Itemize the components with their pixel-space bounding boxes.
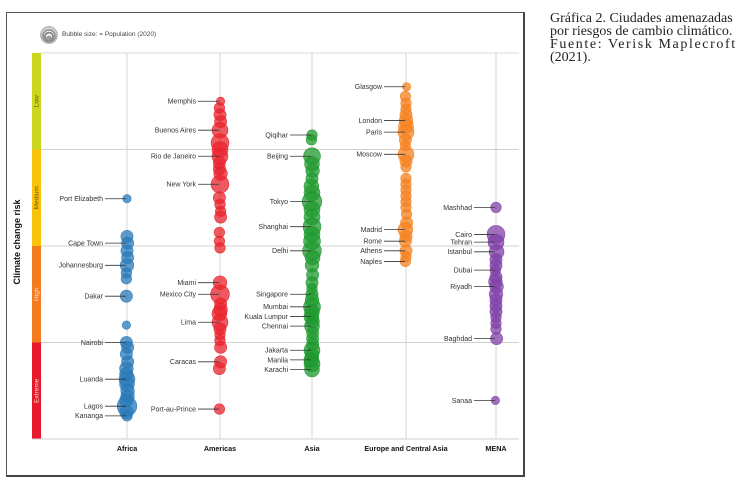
city-labels: Port Elizabeth Cape Town Johannesburg Dakar…	[59, 84, 495, 420]
figure-caption: Gráfica 2. Ciudades amenazadas por riesg…	[550, 11, 746, 65]
city-label-tokyo: Tokyo	[270, 199, 288, 206]
city-label-mexico-city: Mexico City	[160, 292, 197, 299]
city-label-tehran: Tehran	[451, 240, 473, 247]
city-label-glasgow: Glasgow	[355, 84, 383, 91]
bubble	[214, 297, 228, 311]
city-label-johannesburg: Johannesburg	[59, 263, 103, 270]
bubble	[121, 355, 135, 369]
caption-line-2: por riesgos de cambio climático.	[550, 24, 733, 39]
bubble	[214, 115, 228, 128]
bubble	[214, 334, 226, 347]
risk-band-high	[32, 246, 41, 343]
bubble-size-icon	[40, 26, 58, 44]
caption-line-4: (2021).	[550, 50, 591, 65]
city-label-new-york: New York	[166, 182, 196, 189]
city-label-cairo: Cairo	[455, 232, 472, 239]
city-label-lagos: Lagos	[84, 404, 104, 411]
city-label-moscow: Moscow	[356, 152, 383, 159]
bubble	[306, 282, 318, 295]
city-label-madrid: Madrid	[361, 227, 383, 234]
bubble	[305, 172, 319, 185]
city-label-chennai: Chennai	[262, 323, 289, 330]
city-label-delhi: Delhi	[272, 248, 288, 255]
city-label-baghdad: Baghdad	[444, 336, 472, 343]
bubble	[215, 205, 227, 217]
city-label-qiqihar: Qiqihar	[265, 132, 288, 139]
series-asia	[301, 129, 323, 378]
bubble	[121, 320, 131, 330]
bubble	[303, 208, 321, 226]
bubble	[399, 140, 411, 152]
x-tick-label-europe-and-central-asia: Europe and Central Asia	[364, 444, 448, 453]
legend: Bubble size: = Population (2020)	[40, 26, 156, 44]
series-africa	[116, 194, 138, 422]
city-label-kananga: Kananga	[75, 413, 103, 420]
risk-band-label-high: High	[34, 287, 41, 301]
bubbles	[116, 82, 506, 422]
city-label-riyadh: Riyadh	[450, 284, 472, 291]
chart-frame: Bubble size: = Population (2020) Low Medi…	[6, 12, 525, 477]
bubble	[303, 226, 321, 243]
city-label-istanbul: Istanbul	[447, 249, 472, 256]
city-label-miami: Miami	[177, 280, 196, 287]
gridlines	[32, 52, 519, 440]
city-label-dakar: Dakar	[84, 294, 103, 301]
bubble	[400, 161, 412, 173]
city-label-london: London	[359, 118, 382, 125]
series-europe-and-central-asia	[397, 82, 415, 268]
legend-text: Bubble size: = Population (2020)	[62, 31, 156, 38]
city-label-caracas: Caracas	[170, 359, 197, 366]
city-label-singapore: Singapore	[256, 292, 288, 299]
risk-band-label-low: Low	[34, 95, 41, 107]
city-label-sanaa: Sanaa	[452, 398, 472, 405]
city-label-buenos-aires: Buenos Aires	[155, 128, 197, 135]
risk-band-low	[32, 53, 41, 150]
city-label-shanghai: Shanghai	[258, 224, 288, 231]
caption-line-1: Gráfica 2. Ciudades amenazadas	[550, 11, 733, 26]
x-tick-label-americas: Americas	[204, 444, 236, 453]
city-label-beijing: Beijing	[267, 154, 288, 161]
city-label-port-au-prince: Port-au-Prince	[151, 406, 196, 413]
series-mena	[486, 201, 506, 405]
city-label-cape-town: Cape Town	[68, 241, 103, 248]
x-tick-label-mena: MENA	[485, 444, 506, 453]
bubble	[306, 338, 320, 351]
city-label-luanda: Luanda	[80, 377, 103, 384]
risk-band-extreme	[32, 342, 41, 439]
city-label-naples: Naples	[360, 259, 382, 266]
risk-bands: Low Medium High Extreme	[32, 53, 41, 439]
city-label-athens: Athens	[360, 248, 382, 255]
bubble	[401, 208, 413, 220]
bubble	[212, 162, 226, 176]
city-label-lima: Lima	[181, 320, 196, 327]
city-label-paris: Paris	[366, 130, 382, 137]
x-tick-label-africa: Africa	[117, 444, 138, 453]
bubble	[214, 242, 226, 254]
bubble	[121, 251, 135, 264]
city-label-mumbai: Mumbai	[263, 304, 288, 311]
city-label-rio-de-janeiro: Rio de Janeiro	[151, 154, 196, 161]
series-americas	[210, 96, 230, 415]
city-label-karachi: Karachi	[264, 367, 288, 374]
city-label-rome: Rome	[363, 239, 382, 246]
caption-line-3: Fuente: Verisk Maplecroft	[550, 37, 737, 52]
bubble	[490, 323, 502, 335]
risk-band-medium	[32, 149, 41, 246]
risk-band-label-extreme: Extreme	[34, 378, 41, 403]
bubble	[120, 273, 132, 285]
city-label-memphis: Memphis	[168, 99, 197, 106]
y-axis-label: Climate change risk	[12, 198, 22, 284]
bubble	[400, 103, 412, 115]
city-label-jakarta: Jakarta	[265, 348, 288, 355]
risk-band-label-medium: Medium	[34, 186, 41, 209]
bubble-chart: Bubble size: = Population (2020) Low Medi…	[12, 26, 519, 453]
city-label-kuala-lumpur: Kuala Lumpur	[244, 314, 288, 321]
city-label-mashhad: Mashhad	[443, 205, 472, 212]
x-tick-label-asia: Asia	[304, 444, 320, 453]
city-label-dubai: Dubai	[454, 268, 473, 275]
city-label-nairobi: Nairobi	[81, 340, 104, 347]
city-label-port-elizabeth: Port Elizabeth	[59, 196, 103, 203]
x-axis: Africa Americas Asia Europe and Central Asi…	[117, 444, 507, 453]
city-label-manila: Manila	[267, 357, 288, 364]
